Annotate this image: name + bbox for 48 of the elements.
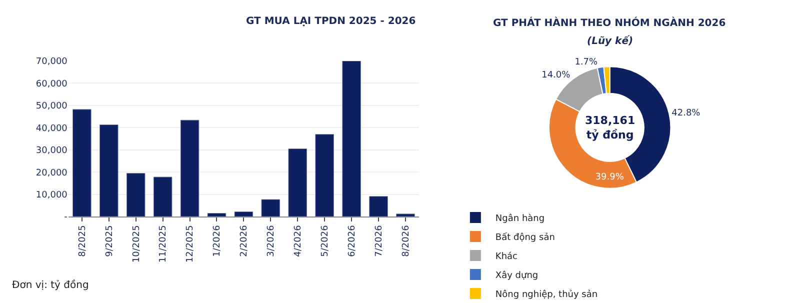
x-tick-label: 12/2025: [186, 225, 196, 263]
bar: [99, 124, 118, 217]
y-tick-label: 10,000: [36, 190, 68, 200]
x-tick-label: 5/2026: [320, 224, 331, 257]
chart-title: GT MUA LẠI TPDN 2025 - 2026: [246, 16, 416, 27]
data-label: 42.8%: [672, 108, 701, 119]
bar: [288, 148, 308, 217]
text: Đơn vị: tỷ đồng: [12, 279, 89, 291]
bar: [153, 176, 172, 217]
y-tick-label: 60,000: [36, 79, 68, 90]
chart-subtitle: (Lũy kế): [587, 35, 634, 47]
y-tick-label: -: [64, 212, 68, 223]
bar: [315, 134, 334, 217]
x-tick-label: 1/2026: [212, 224, 223, 257]
x-tick-label: 2/2026: [240, 224, 250, 257]
bar: [180, 120, 200, 217]
bar: [207, 213, 226, 217]
bar: [261, 199, 280, 217]
x-tick-label: 10/2025: [132, 225, 142, 263]
x-tick-label: 7/2026: [374, 224, 384, 257]
data-label: 1.7%: [574, 57, 598, 68]
x-tick-label: 6/2026: [347, 224, 358, 257]
x-tick-label: 11/2025: [158, 225, 169, 263]
y-tick-label: 30,000: [36, 146, 68, 156]
x-tick-label: 3/2026: [266, 224, 277, 257]
y-tick-label: 70,000: [36, 57, 68, 68]
legend-label: Khác: [495, 251, 518, 262]
x-tick-label: 8/2025: [78, 225, 88, 257]
y-tick-label: 20,000: [36, 168, 68, 178]
legend-label: Xây dựng: [495, 270, 538, 282]
chart-title: GT PHÁT HÀNH THEO NHÓM NGÀNH 2026: [493, 16, 726, 29]
data-label: 14.0%: [542, 70, 571, 81]
text: 318,161 tỷ đồng: [585, 114, 636, 142]
bar: [72, 109, 92, 217]
x-tick-label: 4/2026: [294, 224, 304, 257]
bar: [234, 211, 254, 217]
legend-label: Ngân hàng: [495, 213, 545, 224]
legend-label: Bất động sản: [495, 232, 555, 244]
legend-label: Nông nghiệp, thủy sản: [495, 289, 598, 300]
y-tick-label: 50,000: [36, 102, 68, 112]
y-tick-label: 40,000: [36, 124, 68, 134]
bar: [126, 172, 146, 217]
x-tick-label: 8/2026: [401, 224, 412, 257]
bar: [369, 196, 388, 217]
bar: [396, 214, 415, 217]
bar: [342, 60, 361, 217]
x-tick-label: 9/2025: [104, 225, 115, 257]
data-label: 39.9%: [595, 172, 624, 183]
